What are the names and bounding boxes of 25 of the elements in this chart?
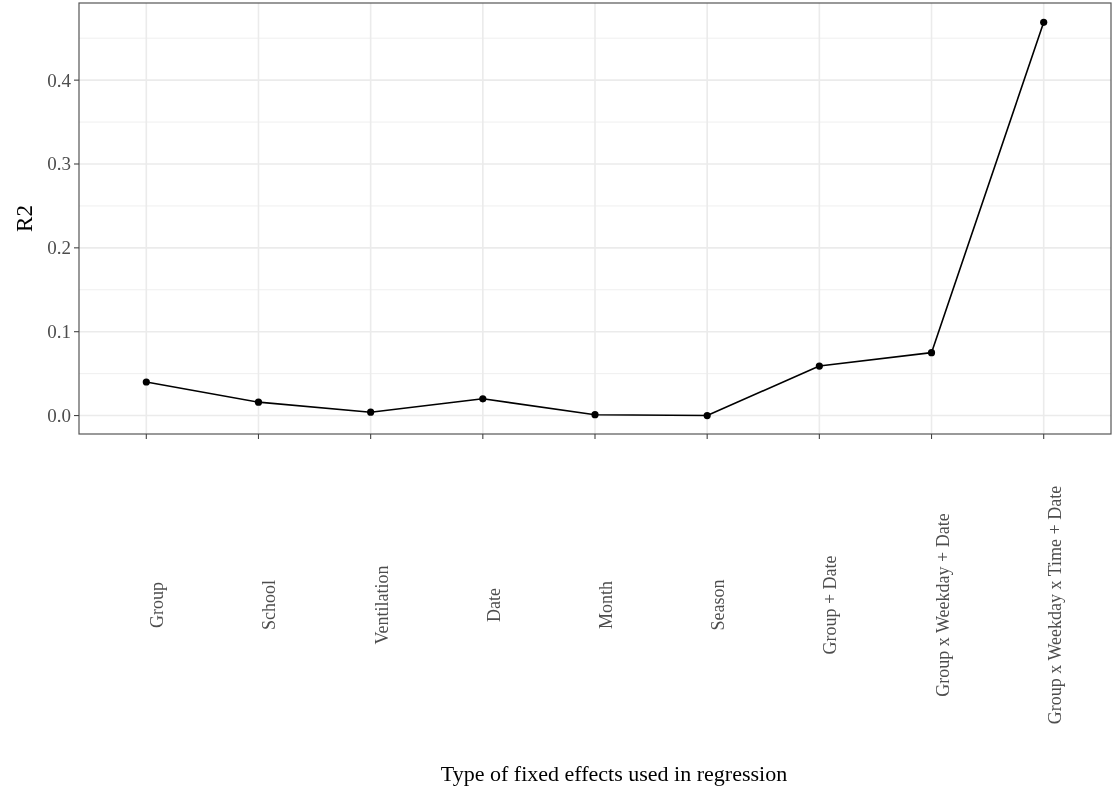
x-tick-label: School (259, 579, 280, 631)
y-tick-label: 0.4 (47, 69, 72, 91)
point (927, 349, 936, 357)
y-tick-label: 0.2 (47, 237, 71, 259)
x-tick-label: Group (147, 582, 168, 628)
point (367, 408, 375, 416)
point (703, 411, 711, 420)
x-tick-label: Group + Date (820, 555, 841, 655)
point (254, 398, 263, 406)
point (479, 395, 487, 403)
x-tick-label: Month (596, 580, 616, 630)
y-tick-label: 0.3 (47, 153, 71, 175)
x-tick-label: Date (483, 588, 504, 622)
y-axis-title: R2 (11, 205, 37, 232)
x-tick-label: Season (708, 579, 729, 631)
x-tick-label: Group x Weekday x Time + Date (1044, 485, 1065, 725)
x-axis-title: Type of fixed effects used in regression (440, 760, 788, 786)
point (142, 378, 150, 386)
point (1040, 18, 1048, 26)
point (815, 362, 823, 370)
y-tick-label: 0.1 (47, 321, 71, 343)
point (591, 411, 599, 419)
x-tick-label: Group x Weekday + Date (932, 513, 953, 697)
x-tick-label: Ventilation (371, 565, 392, 645)
y-tick-label: 0.0 (47, 405, 71, 427)
